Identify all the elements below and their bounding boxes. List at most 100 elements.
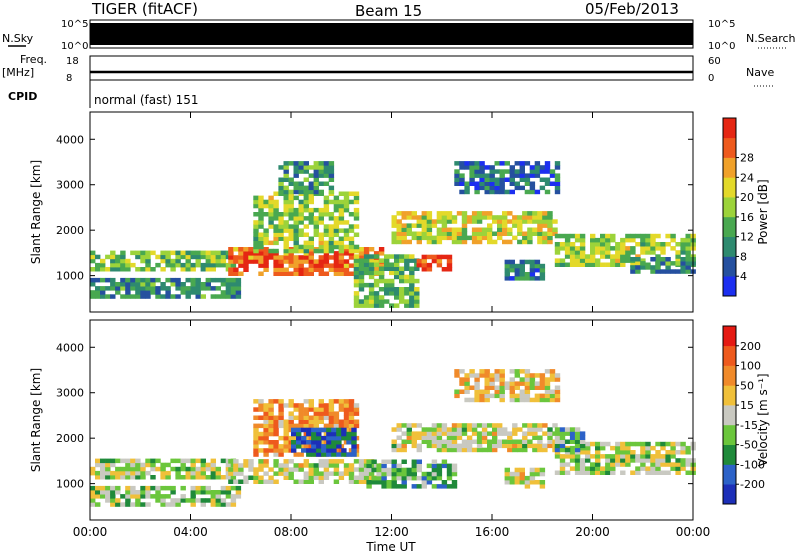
velocity-cell [303, 444, 309, 449]
power-cell [554, 246, 561, 251]
power-cell [411, 231, 417, 236]
velocity-cell [529, 471, 536, 477]
power-cell [534, 276, 541, 281]
velocity-cell [306, 452, 312, 457]
velocity-cell [640, 466, 646, 471]
velocity-cell [268, 427, 274, 433]
power-cell [348, 240, 355, 246]
power-cell [389, 303, 395, 308]
velocity-cell [559, 435, 566, 440]
power-cell [268, 212, 274, 217]
power-cell [524, 276, 531, 281]
velocity-cell [326, 435, 332, 441]
velocity-cell [195, 466, 201, 472]
power-cell [542, 211, 548, 216]
power-cell [441, 223, 448, 228]
power-cell [333, 244, 340, 250]
velocity-cell [115, 475, 121, 480]
velocity-cell [675, 462, 681, 467]
power-cell [373, 299, 380, 304]
power-cell [620, 262, 626, 267]
power-cell [394, 274, 400, 280]
velocity-cell [436, 463, 443, 469]
power-cell [522, 211, 528, 216]
velocity-cell [406, 435, 412, 440]
power-cell [579, 250, 586, 255]
velocity-cell [386, 467, 392, 473]
power-cell [318, 173, 324, 178]
power-cell [469, 169, 475, 174]
power-cell [509, 169, 515, 174]
power-cell [655, 258, 661, 263]
power-cell [298, 248, 304, 254]
power-cell [461, 211, 468, 216]
power-cell [308, 199, 314, 205]
velocity-cell [100, 494, 106, 499]
velocity-cell [411, 471, 417, 477]
power-cell [537, 239, 543, 245]
power-cell [436, 211, 443, 216]
power-cell [298, 203, 304, 209]
velocity-cell [381, 459, 387, 464]
velocity-cell [338, 471, 345, 476]
velocity-cell [620, 470, 626, 475]
power-cell [308, 212, 314, 217]
power-cell [504, 272, 510, 277]
velocity-cell [303, 423, 309, 429]
power-cell [416, 215, 422, 220]
velocity-cell [436, 431, 443, 436]
power-cell [328, 169, 335, 174]
power-cell [263, 228, 269, 233]
power-cell [90, 290, 96, 295]
power-cell [579, 246, 586, 251]
power-cell [640, 233, 646, 239]
power-cell [497, 223, 503, 228]
power-cell [303, 199, 309, 205]
power-cell [278, 189, 284, 195]
power-cell [243, 251, 249, 256]
velocity-cell [258, 435, 264, 441]
power-cell [110, 286, 116, 291]
power-cell [635, 254, 641, 259]
velocity-cell [595, 470, 601, 475]
velocity-cell [564, 431, 571, 436]
power-cell [539, 185, 546, 191]
power-cell [100, 258, 106, 264]
velocity-cell [451, 439, 458, 444]
velocity-cell [476, 431, 483, 436]
power-cell [125, 258, 131, 264]
power-cell [409, 299, 415, 304]
velocity-cell [291, 431, 297, 437]
velocity-cell [441, 447, 448, 453]
velocity-cell [130, 475, 136, 480]
power-cell [303, 255, 309, 260]
velocity-cell [600, 466, 606, 471]
velocity-cell [595, 441, 601, 447]
velocity-cell [610, 470, 616, 475]
power-cell [680, 237, 686, 243]
velocity-cell [401, 480, 407, 485]
power-cell [368, 259, 375, 264]
power-cell [615, 246, 621, 251]
velocity-cell [140, 502, 146, 507]
power-cell [454, 177, 460, 182]
velocity-cell [170, 502, 176, 507]
velocity-cell [585, 441, 591, 447]
power-cell [288, 199, 294, 205]
power-cell [499, 177, 505, 182]
velocity-cell [459, 369, 465, 374]
power-cell [547, 231, 553, 236]
velocity-cell [125, 485, 131, 491]
velocity-cell [524, 381, 531, 386]
power-cell [288, 207, 294, 213]
velocity-cell [585, 454, 591, 459]
power-cell [409, 295, 415, 300]
velocity-cell [590, 470, 596, 475]
velocity-cell [95, 485, 101, 491]
power-cell [368, 262, 375, 267]
power-cell [479, 177, 485, 182]
velocity-cell [426, 475, 433, 481]
velocity-cell [230, 475, 237, 480]
velocity-cell [278, 467, 284, 472]
velocity-cell [100, 466, 106, 472]
